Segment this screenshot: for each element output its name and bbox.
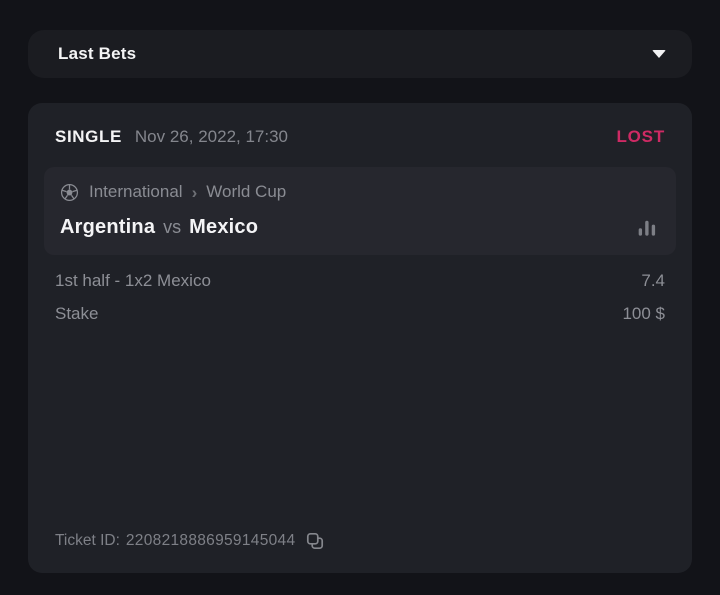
stake-row: Stake 100 $ — [55, 304, 665, 324]
ticket-id-label: Ticket ID: — [55, 532, 120, 549]
league-tournament: World Cup — [206, 182, 287, 201]
chevron-down-icon — [652, 50, 666, 58]
status-badge: LOST — [616, 127, 665, 146]
bet-type-label: SINGLE — [55, 127, 122, 146]
soccer-ball-icon — [60, 183, 79, 202]
bar-chart-icon — [638, 220, 656, 236]
selection-label: 1st half - 1x2 Mexico — [55, 271, 211, 290]
copy-ticket-id-button[interactable] — [305, 531, 325, 551]
match-panel[interactable]: International › World Cup Argentina vs M… — [44, 167, 676, 255]
selection-odds: 7.4 — [641, 271, 665, 290]
bet-card: SINGLE Nov 26, 2022, 17:30 LOST Internat… — [28, 103, 692, 573]
bet-details: 1st half - 1x2 Mexico 7.4 Stake 100 $ — [44, 271, 676, 324]
league-breadcrumb: International › World Cup — [60, 182, 660, 202]
league-category: International — [89, 182, 183, 201]
away-team: Mexico — [189, 216, 259, 238]
home-team: Argentina — [60, 216, 156, 238]
breadcrumb-separator-icon: › — [191, 182, 198, 202]
ticket-row: Ticket ID: 2208218886959145044 — [44, 531, 676, 551]
selection-row: 1st half - 1x2 Mexico 7.4 — [55, 271, 665, 291]
vs-label: vs — [163, 217, 182, 237]
match-title: Argentina vs Mexico — [60, 216, 660, 239]
bet-card-header: SINGLE Nov 26, 2022, 17:30 LOST — [44, 127, 676, 147]
stake-label: Stake — [55, 304, 99, 323]
stake-value: 100 $ — [622, 304, 665, 323]
stats-button[interactable] — [634, 217, 660, 239]
ticket-id-value: 2208218886959145044 — [125, 532, 296, 549]
bet-datetime: Nov 26, 2022, 17:30 — [134, 127, 289, 146]
last-bets-label: Last Bets — [58, 44, 137, 63]
last-bets-dropdown[interactable]: Last Bets — [28, 30, 692, 78]
copy-icon — [307, 532, 324, 550]
